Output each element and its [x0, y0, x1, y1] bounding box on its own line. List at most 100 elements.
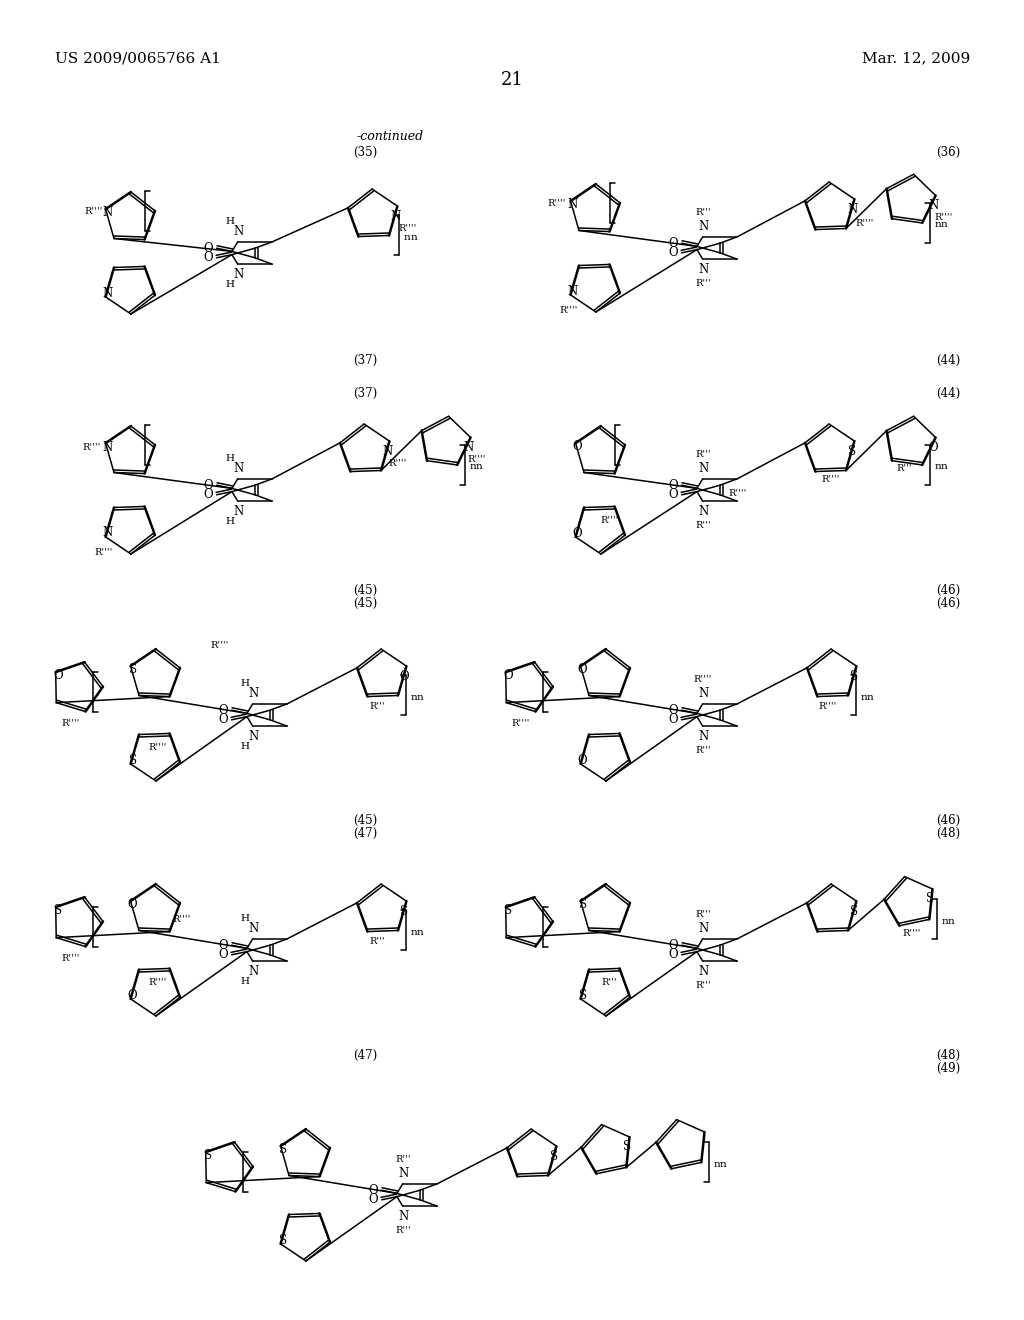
Text: N: N — [698, 263, 709, 276]
Text: R''': R''' — [370, 702, 385, 711]
Text: O: O — [204, 479, 213, 492]
Text: H: H — [241, 915, 249, 923]
Text: R'''': R'''' — [548, 198, 565, 207]
Text: n: n — [476, 462, 482, 471]
Text: R'''': R'''' — [61, 719, 80, 729]
Text: S: S — [400, 904, 409, 917]
Text: N: N — [698, 504, 709, 517]
Text: O: O — [929, 441, 938, 454]
Text: N: N — [698, 730, 709, 743]
Text: N: N — [102, 441, 113, 454]
Text: O: O — [128, 990, 137, 1002]
Text: S: S — [579, 898, 587, 911]
Text: N: N — [698, 688, 709, 701]
Text: (45): (45) — [353, 583, 377, 597]
Text: O: O — [219, 948, 228, 961]
Text: O: O — [669, 488, 679, 502]
Text: N: N — [698, 462, 709, 475]
Text: O: O — [578, 755, 588, 767]
Text: (49): (49) — [936, 1061, 961, 1074]
Text: R''': R''' — [695, 450, 711, 459]
Text: R'''': R'''' — [388, 458, 407, 467]
Text: R'''': R'''' — [398, 223, 417, 232]
Text: H: H — [241, 680, 249, 688]
Text: Mar. 12, 2009: Mar. 12, 2009 — [862, 51, 970, 65]
Text: (48): (48) — [936, 826, 961, 840]
Text: O: O — [669, 939, 679, 952]
Text: R''': R''' — [695, 279, 711, 288]
Text: O: O — [503, 669, 513, 681]
Text: N: N — [102, 288, 113, 301]
Text: (45): (45) — [353, 813, 377, 826]
Text: H: H — [225, 280, 234, 289]
Text: O: O — [219, 713, 228, 726]
Text: (37): (37) — [353, 354, 377, 367]
Text: S: S — [279, 1143, 287, 1155]
Text: n: n — [411, 693, 418, 702]
Text: (47): (47) — [353, 1048, 377, 1061]
Text: R'''': R'''' — [211, 640, 229, 649]
Text: R''': R''' — [695, 520, 711, 529]
Text: R'''': R'''' — [61, 954, 80, 964]
Text: H: H — [225, 454, 234, 463]
Text: O: O — [669, 713, 679, 726]
Text: S: S — [624, 1140, 632, 1154]
Text: n: n — [411, 928, 418, 937]
Text: R'''': R'''' — [818, 702, 837, 711]
Text: N: N — [233, 268, 244, 281]
Text: (36): (36) — [936, 145, 961, 158]
Text: S: S — [279, 1234, 287, 1247]
Text: O: O — [669, 704, 679, 717]
Text: R'''': R'''' — [467, 455, 485, 465]
Text: S: S — [927, 892, 935, 906]
Text: n: n — [417, 693, 423, 702]
Text: R'''': R'''' — [935, 213, 952, 222]
Text: R''': R''' — [602, 978, 617, 987]
Text: R'''': R'''' — [148, 978, 167, 987]
Text: O: O — [572, 440, 583, 453]
Text: -continued: -continued — [356, 129, 424, 143]
Text: S: S — [204, 1148, 212, 1162]
Text: O: O — [669, 236, 679, 249]
Text: N: N — [233, 462, 244, 475]
Text: n: n — [941, 220, 947, 230]
Text: S: S — [850, 904, 858, 917]
Text: n: n — [935, 462, 942, 471]
Text: O: O — [669, 479, 679, 492]
Text: N: N — [233, 504, 244, 517]
Text: R'''': R'''' — [82, 442, 100, 451]
Text: R''': R''' — [370, 937, 385, 946]
Text: (37): (37) — [353, 387, 377, 400]
Text: N: N — [249, 965, 259, 978]
Text: N: N — [698, 923, 709, 936]
Text: N: N — [249, 688, 259, 701]
Text: N: N — [464, 441, 474, 454]
Text: n: n — [866, 693, 873, 702]
Text: R'''': R'''' — [511, 719, 529, 729]
Text: H: H — [225, 516, 234, 525]
Text: n: n — [935, 220, 942, 230]
Text: R'''': R'''' — [728, 490, 746, 498]
Text: S: S — [550, 1150, 558, 1163]
Text: R'''': R'''' — [821, 475, 840, 484]
Text: O: O — [204, 251, 213, 264]
Text: H: H — [241, 977, 249, 986]
Text: O: O — [128, 898, 137, 911]
Text: N: N — [390, 210, 400, 223]
Text: S: S — [128, 755, 136, 767]
Text: N: N — [249, 923, 259, 936]
Text: O: O — [572, 528, 583, 540]
Text: (45): (45) — [353, 597, 377, 610]
Text: R'''': R'''' — [693, 676, 712, 684]
Text: R'''': R'''' — [600, 516, 618, 525]
Text: N: N — [233, 226, 244, 239]
Text: R''': R''' — [896, 465, 911, 473]
Text: n: n — [720, 1160, 727, 1170]
Text: R'''': R'''' — [559, 306, 578, 315]
Text: R'''': R'''' — [902, 929, 921, 939]
Text: H: H — [241, 742, 249, 751]
Text: O: O — [219, 939, 228, 952]
Text: n: n — [860, 693, 867, 702]
Text: (44): (44) — [936, 387, 961, 400]
Text: (44): (44) — [936, 354, 961, 367]
